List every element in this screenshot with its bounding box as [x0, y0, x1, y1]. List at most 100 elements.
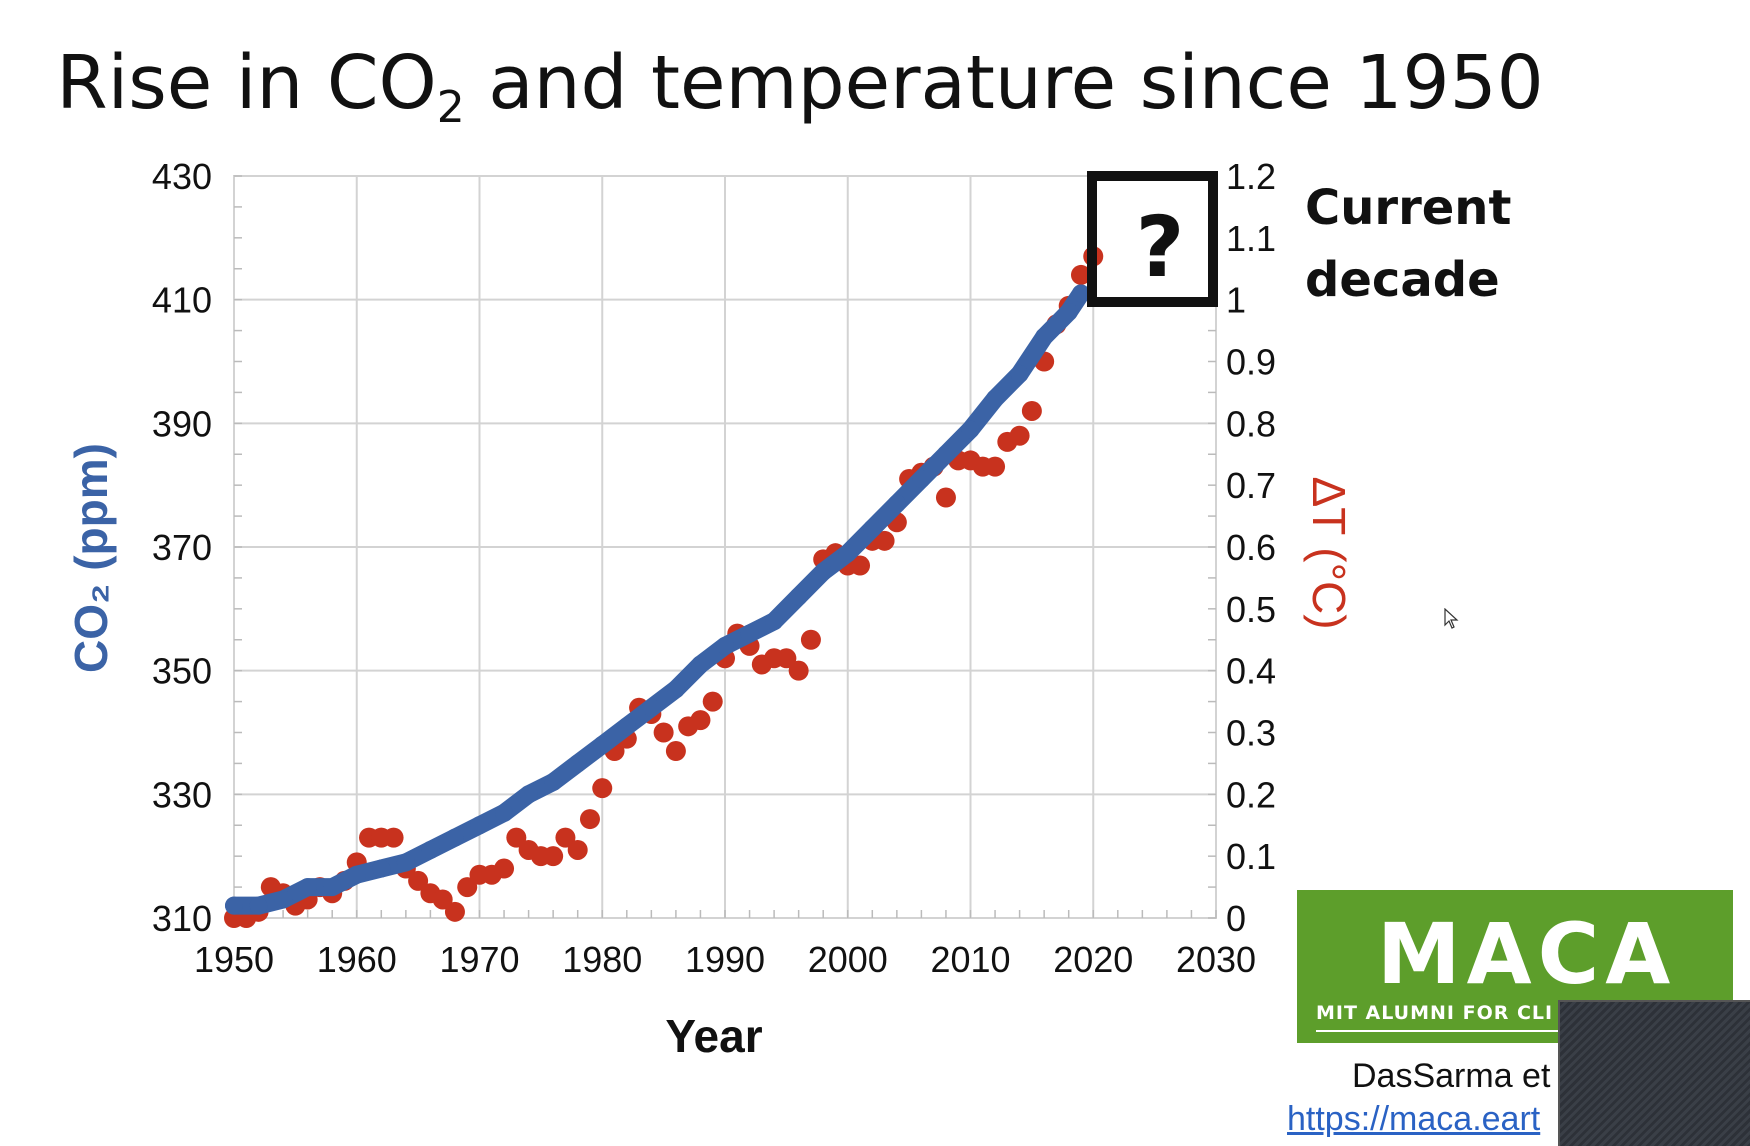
- y-right-tick-label: 1.1: [1226, 218, 1276, 259]
- x-tick-label: 2010: [930, 939, 1010, 980]
- co2-point: [1071, 284, 1090, 303]
- y-right-tick-label: 1.2: [1226, 156, 1276, 197]
- co2-point: [863, 519, 882, 538]
- y-left-tick-label: 430: [152, 156, 212, 197]
- y-right-tick-label: 0.1: [1226, 836, 1276, 877]
- y-left-tick-label: 350: [152, 651, 212, 692]
- co2-point: [519, 785, 538, 804]
- question-mark: ?: [1136, 198, 1185, 296]
- co2-point: [544, 772, 563, 791]
- co2-point: [347, 865, 366, 884]
- temperature-point: [776, 648, 797, 669]
- co2-point: [421, 840, 440, 859]
- temperature-point: [690, 710, 711, 731]
- co2-point: [593, 735, 612, 754]
- y-right-tick-label: 0.4: [1226, 651, 1276, 692]
- mouse-cursor-icon: [1444, 608, 1459, 629]
- temperature-point: [383, 827, 404, 848]
- co2-point: [691, 655, 710, 674]
- temperature-point: [702, 691, 723, 712]
- temperature-point: [408, 870, 429, 891]
- co2-point: [249, 896, 268, 915]
- y-left-tick-label: 370: [152, 527, 212, 568]
- x-axis-title: Year: [665, 1010, 762, 1062]
- x-tick-label: 1990: [685, 939, 765, 980]
- co2-point: [716, 636, 734, 655]
- y-right-tick-label: 0.7: [1226, 465, 1276, 506]
- temperature-point: [788, 660, 809, 681]
- co2-point: [372, 859, 391, 878]
- y-left-tick-label: 310: [152, 898, 212, 939]
- temperature-point: [985, 456, 1006, 477]
- co2-point: [1035, 327, 1054, 346]
- co2-point: [838, 544, 857, 563]
- y-right-tick-label: 1: [1226, 280, 1246, 321]
- logo-subtext: MIT ALUMNI FOR CLI: [1316, 1002, 1554, 1024]
- note-line-1: Current: [1305, 180, 1512, 236]
- temperature-point: [457, 877, 478, 898]
- temperature-point: [567, 839, 588, 860]
- co2-point: [961, 420, 980, 439]
- y-left-tick-label: 410: [152, 280, 212, 321]
- x-tick-label: 1960: [317, 939, 397, 980]
- slide-title: Rise in CO2 and temperature since 1950: [56, 40, 1544, 133]
- y-right-tick-label: 0.9: [1226, 342, 1276, 383]
- co2-point: [912, 469, 931, 488]
- y-left-axis-title: CO₂ (ppm): [65, 443, 117, 673]
- video-thumbnail[interactable]: [1558, 1000, 1750, 1146]
- temperature-point: [555, 827, 576, 848]
- temperature-point: [1021, 400, 1042, 421]
- co2-point: [887, 494, 906, 513]
- temperature-point: [935, 487, 956, 508]
- co2-point: [274, 890, 293, 909]
- logo-underline: [1316, 1030, 1716, 1032]
- temperature-point: [579, 809, 600, 830]
- note-line-2: decade: [1305, 252, 1500, 308]
- y-right-tick-label: 0.5: [1226, 589, 1276, 630]
- x-tick-label: 2000: [808, 939, 888, 980]
- co2-point: [1010, 364, 1029, 383]
- temperature-point: [800, 629, 821, 650]
- co2-point: [814, 562, 833, 581]
- x-tick-label: 1980: [562, 939, 642, 980]
- temperature-point: [850, 555, 871, 576]
- temperature-point: [494, 858, 515, 879]
- co2-point: [986, 389, 1005, 408]
- y-left-tick-label: 330: [152, 774, 212, 815]
- y-right-tick-label: 0.2: [1226, 774, 1276, 815]
- temperature-point: [874, 530, 895, 551]
- question-box: [1087, 171, 1218, 307]
- co2-point: [323, 878, 342, 897]
- y-left-tick-label: 390: [152, 403, 212, 444]
- co2-point: [470, 816, 489, 835]
- y-right-tick-label: 0: [1226, 898, 1246, 939]
- temperature-point: [432, 889, 453, 910]
- temperature-point: [592, 778, 613, 799]
- temperature-point: [506, 827, 527, 848]
- temperature-point: [543, 846, 564, 867]
- source-link[interactable]: https://maca.eart: [1287, 1100, 1541, 1138]
- y-right-tick-label: 0.8: [1226, 403, 1276, 444]
- co2-point: [495, 803, 514, 822]
- citation: DasSarma et: [1352, 1057, 1551, 1095]
- x-tick-label: 2030: [1176, 939, 1256, 980]
- co2-point: [1059, 303, 1078, 322]
- logo-text: MACA: [1377, 905, 1677, 1003]
- temperature-point: [653, 722, 674, 743]
- x-tick-label: 2020: [1053, 939, 1133, 980]
- co2-point: [642, 698, 661, 717]
- co2-point: [225, 896, 243, 915]
- x-tick-label: 1950: [194, 939, 274, 980]
- co2-point: [568, 754, 587, 773]
- y-right-tick-label: 0.6: [1226, 527, 1276, 568]
- y-right-tick-label: 0.3: [1226, 713, 1276, 754]
- temperature-point: [1070, 264, 1091, 285]
- co2-point: [789, 587, 808, 606]
- co2-point: [298, 878, 317, 897]
- co2-point: [396, 853, 415, 872]
- y-right-axis-title: ΔT (°C): [1303, 476, 1355, 629]
- temperature-point: [1009, 425, 1030, 446]
- co2-point: [936, 445, 955, 464]
- co2-point: [445, 828, 464, 847]
